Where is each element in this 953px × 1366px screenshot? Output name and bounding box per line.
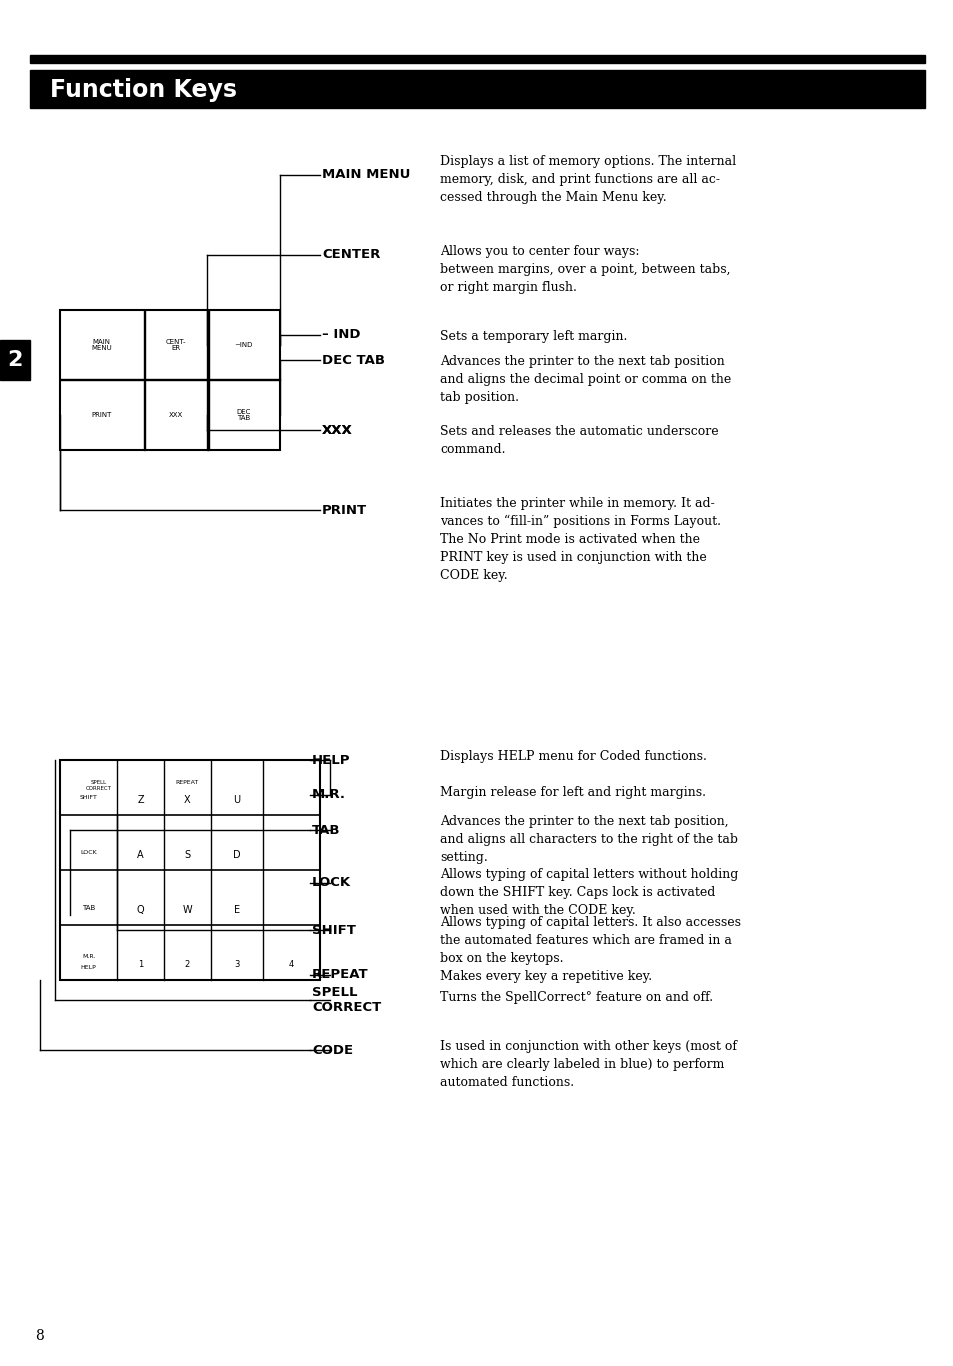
Text: Makes every key a repetitive key.: Makes every key a repetitive key. [439, 970, 652, 984]
Text: 1: 1 [138, 960, 143, 968]
Text: Initiates the printer while in memory. It ad-
vances to “fill-in” positions in F: Initiates the printer while in memory. I… [439, 497, 720, 582]
Bar [144, 380, 145, 449]
Text: M.R.: M.R. [82, 953, 95, 959]
Text: DEC TAB: DEC TAB [322, 354, 385, 366]
Bar [30, 70, 924, 108]
Text: Allows you to center four ways:
between margins, over a point, between tabs,
or : Allows you to center four ways: between … [439, 245, 730, 294]
Text: Allows typing of capital letters without holding
down the SHIFT key. Caps lock i: Allows typing of capital letters without… [439, 867, 738, 917]
Text: Q: Q [136, 906, 144, 915]
Text: DEC
TAB: DEC TAB [236, 408, 251, 422]
Text: Sets a temporary left margin.: Sets a temporary left margin. [439, 331, 627, 343]
Text: M.R.: M.R. [312, 788, 346, 802]
Text: TAB: TAB [82, 906, 95, 911]
Text: MAIN
MENU: MAIN MENU [91, 339, 112, 351]
Text: U: U [233, 795, 240, 805]
Text: HELP: HELP [81, 964, 96, 970]
Text: PRINT: PRINT [91, 413, 112, 418]
Text: REPEAT: REPEAT [312, 968, 368, 982]
Text: Advances the printer to the next tab position,
and aligns all characters to the : Advances the printer to the next tab pos… [439, 816, 738, 865]
Text: 4: 4 [289, 960, 294, 968]
Text: S: S [184, 850, 191, 861]
Text: Allows typing of capital letters. It also accesses
the automated features which : Allows typing of capital letters. It als… [439, 917, 740, 964]
Text: SHIFT: SHIFT [80, 795, 97, 800]
Text: SHIFT: SHIFT [312, 923, 355, 937]
Text: CODE: CODE [312, 1044, 353, 1056]
Text: 8: 8 [35, 1329, 44, 1343]
Text: 2: 2 [8, 350, 23, 370]
Text: W: W [182, 906, 192, 915]
Text: Advances the printer to the next tab position
and aligns the decimal point or co: Advances the printer to the next tab pos… [439, 355, 731, 404]
Text: Z: Z [137, 795, 144, 805]
Text: Function Keys: Function Keys [50, 78, 236, 102]
Text: CENT-
ER: CENT- ER [165, 339, 186, 351]
Text: Displays HELP menu for Coded functions.: Displays HELP menu for Coded functions. [439, 750, 706, 764]
Text: XXX: XXX [322, 423, 353, 437]
Text: CENTER: CENTER [322, 249, 380, 261]
Text: PRINT: PRINT [322, 504, 367, 516]
Text: Turns the SpellCorrect° feature on and off.: Turns the SpellCorrect° feature on and o… [439, 990, 713, 1004]
Text: – IND: – IND [322, 328, 360, 342]
Bar [0, 340, 30, 380]
Text: LOCK: LOCK [80, 850, 97, 855]
Bar [207, 310, 209, 380]
Text: Margin release for left and right margins.: Margin release for left and right margin… [439, 785, 705, 799]
Text: MAIN MENU: MAIN MENU [322, 168, 410, 182]
Text: 2: 2 [185, 960, 190, 968]
Text: XXX: XXX [168, 413, 182, 418]
Bar [30, 55, 924, 63]
Text: TAB: TAB [312, 824, 340, 836]
Text: HELP: HELP [312, 754, 350, 766]
Bar [144, 310, 145, 380]
Bar [60, 759, 319, 979]
Text: SPELL
CORRECT: SPELL CORRECT [312, 986, 381, 1014]
Text: E: E [233, 906, 239, 915]
Text: ~IND: ~IND [234, 342, 253, 348]
Bar [207, 380, 209, 449]
Text: D: D [233, 850, 240, 861]
Text: Displays a list of memory options. The internal
memory, disk, and print function: Displays a list of memory options. The i… [439, 154, 736, 204]
Text: 3: 3 [233, 960, 239, 968]
Text: Is used in conjunction with other keys (most of
which are clearly labeled in blu: Is used in conjunction with other keys (… [439, 1040, 737, 1089]
Text: Sets and releases the automatic underscore
command.: Sets and releases the automatic undersco… [439, 425, 718, 456]
Text: LOCK: LOCK [312, 877, 351, 889]
Bar [60, 310, 280, 449]
Text: SPELL
CORRECT: SPELL CORRECT [86, 780, 112, 791]
Text: A: A [137, 850, 144, 861]
Text: X: X [184, 795, 191, 805]
Text: XXX: XXX [322, 423, 353, 437]
Text: REPEAT: REPEAT [175, 780, 199, 785]
